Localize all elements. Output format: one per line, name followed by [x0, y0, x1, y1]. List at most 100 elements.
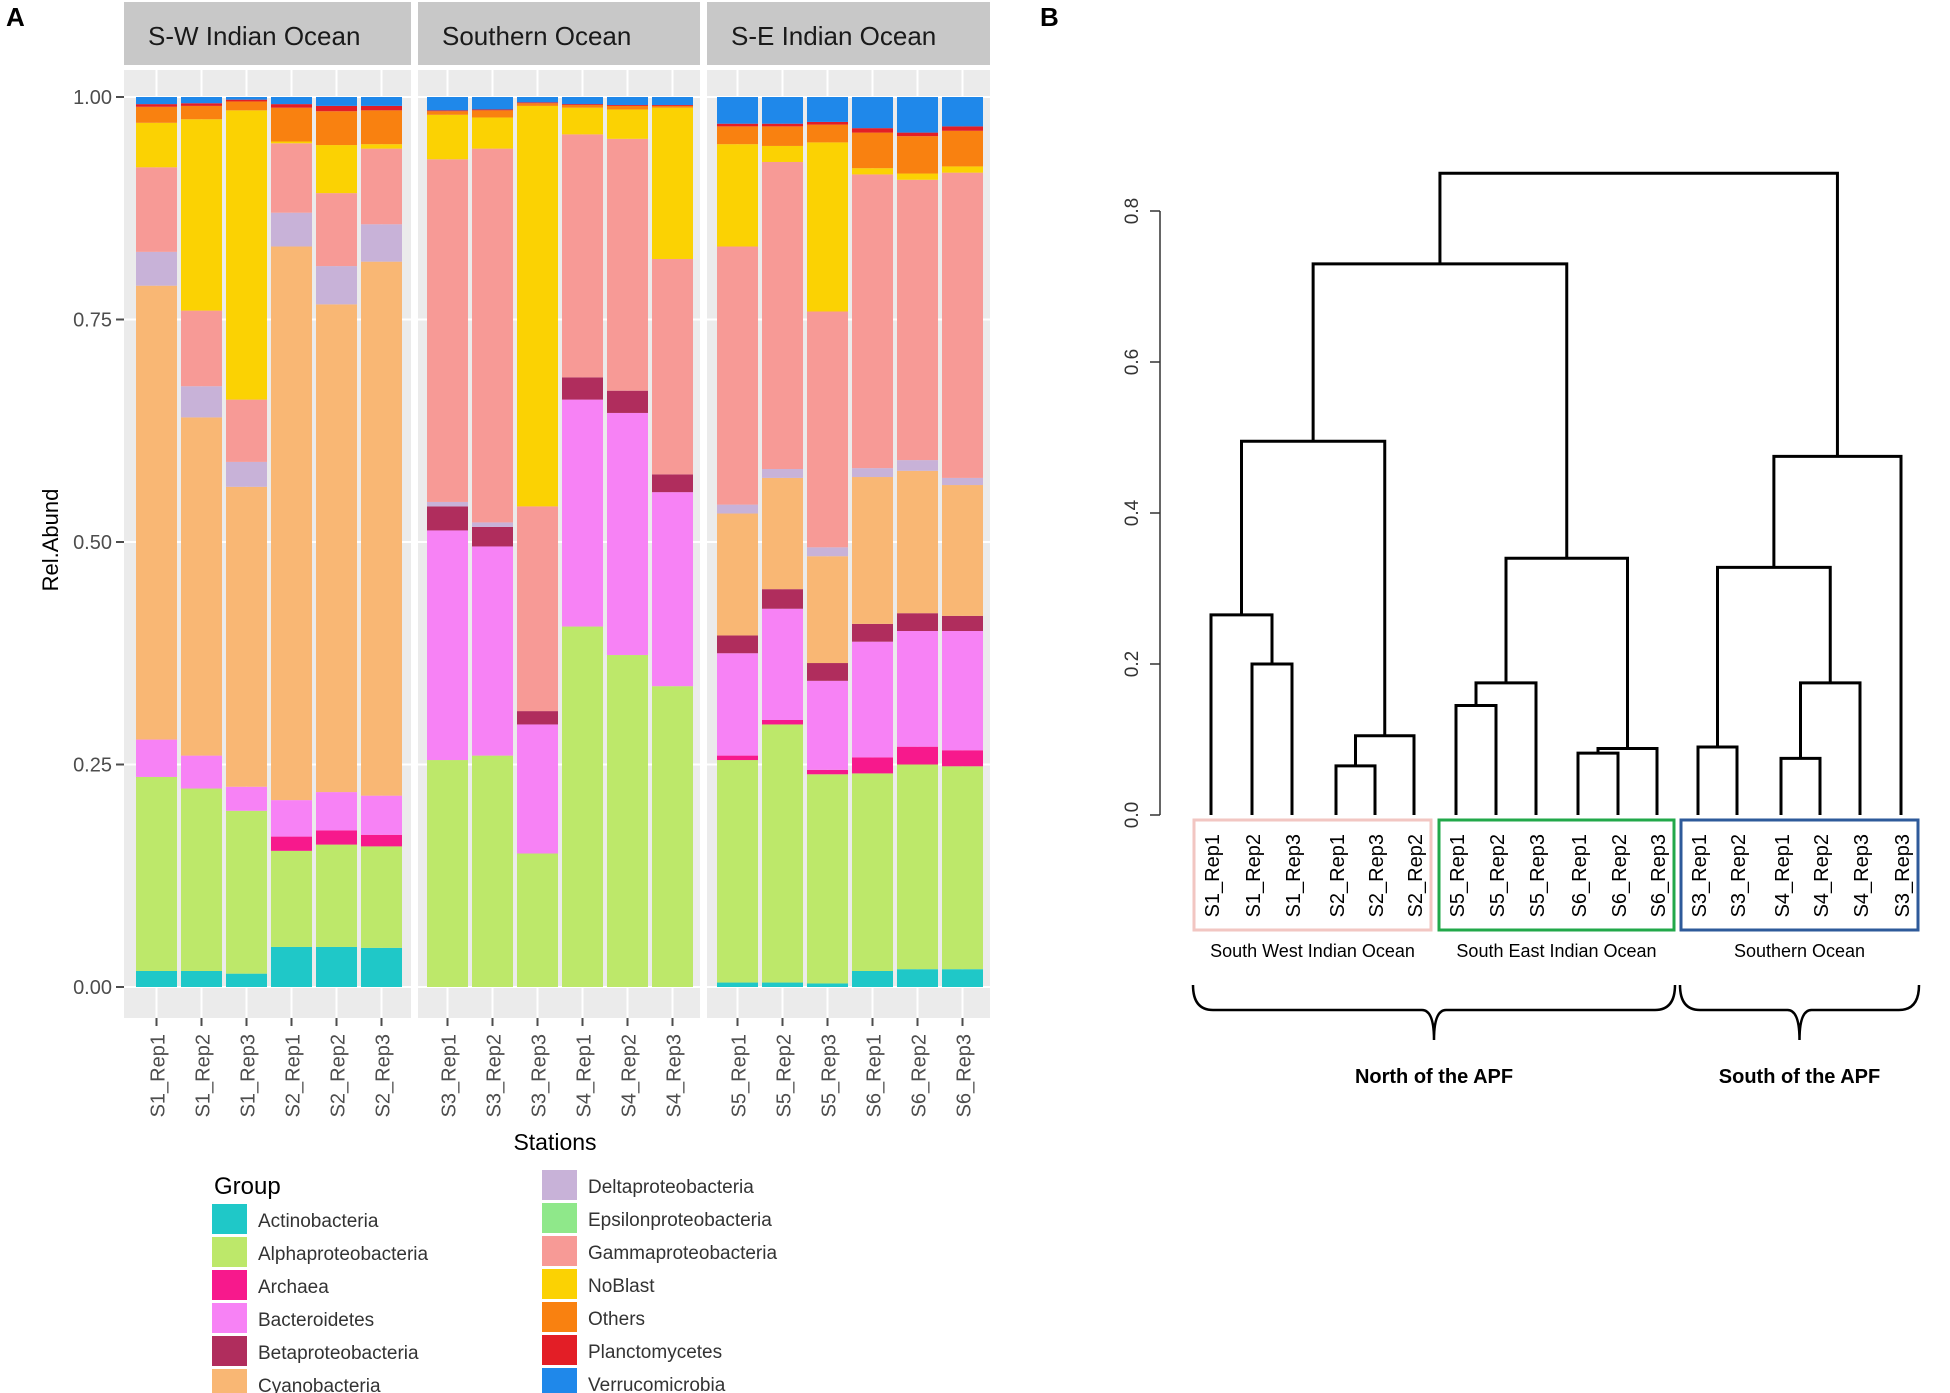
bar-segment-others — [472, 110, 513, 118]
bar-segment-gammaproteobacteria — [762, 161, 803, 470]
legend-key-gammaproteobacteria — [542, 1236, 577, 1266]
x-tick-label: S3_Rep3 — [529, 1034, 551, 1117]
bar-segment-deltaproteobacteria — [226, 461, 267, 487]
x-tick-label: S3_Rep2 — [484, 1034, 506, 1117]
bar-segment-bacteroidetes — [136, 739, 177, 777]
dendrogram-branches — [1209, 171, 1903, 815]
legend-label: Others — [588, 1309, 645, 1330]
bar-segment-verrucomicrobia — [517, 97, 558, 103]
bar-segment-bacteroidetes — [517, 724, 558, 854]
bar-segment-others — [607, 105, 648, 110]
x-tick-label: S6_Rep2 — [909, 1034, 931, 1117]
bar-segment-cyanobacteria — [271, 246, 312, 801]
dendrogram-leaf-label: S5_Rep1 — [1447, 834, 1469, 917]
dendrogram-y-tick-label: 0.4 — [1122, 499, 1143, 526]
bar-segment-bacteroidetes — [942, 631, 983, 751]
bar-segment-noblast — [562, 107, 603, 135]
legend-label: NoBlast — [588, 1276, 655, 1297]
bar-segment-betaproteobacteria — [652, 474, 693, 493]
bar-segment-gammaproteobacteria — [226, 399, 267, 462]
bar-segment-deltaproteobacteria — [942, 477, 983, 486]
bar-segment-deltaproteobacteria — [136, 251, 177, 286]
bar-segment-cyanobacteria — [717, 513, 758, 636]
bar-segment-noblast — [361, 144, 402, 149]
bar-segment-noblast — [762, 145, 803, 162]
y-tick-label: 0.25 — [73, 755, 112, 777]
dendrogram-leaf-label: S3_Rep2 — [1728, 834, 1750, 917]
bar-segment-others — [271, 107, 312, 142]
dendrogram-leaf-label: S6_Rep3 — [1648, 834, 1670, 917]
bar-segment-others — [427, 111, 468, 115]
bar-segment-deltaproteobacteria — [472, 522, 513, 527]
bar-segment-alphaproteobacteria — [181, 788, 222, 971]
bar-segment-others — [517, 103, 558, 106]
x-tick-label: S5_Rep2 — [774, 1034, 796, 1117]
bar-segment-actinobacteria — [181, 970, 222, 987]
bar-segment-others — [652, 105, 693, 108]
bar-segment-others — [897, 136, 938, 174]
bar-segment-cyanobacteria — [361, 261, 402, 796]
bar-segment-noblast — [271, 141, 312, 144]
x-tick-label: S5_Rep3 — [819, 1034, 841, 1117]
bar-segment-others — [807, 124, 848, 143]
bar-segment-bacteroidetes — [852, 641, 893, 758]
bar-segment-gammaproteobacteria — [472, 148, 513, 523]
bar-segment-bacteroidetes — [472, 546, 513, 756]
bar-segment-actinobacteria — [271, 946, 312, 987]
bar-segment-gammaproteobacteria — [427, 159, 468, 502]
bar-segment-gammaproteobacteria — [652, 258, 693, 475]
bar-segment-planctomycetes — [607, 105, 648, 106]
region-boxes: South West Indian Ocean South East Indian… — [1192, 818, 1920, 961]
bar-segment-alphaproteobacteria — [807, 774, 848, 984]
legend-label: Archaea — [258, 1277, 329, 1298]
bar-segment-planctomycetes — [136, 104, 177, 107]
region-bracket — [1191, 984, 1677, 1041]
bar-segment-noblast — [517, 105, 558, 507]
bar-segment-actinobacteria — [717, 982, 758, 987]
legend-label: Actinobacteria — [258, 1211, 379, 1232]
dendrogram-leaf-label: S6_Rep2 — [1609, 834, 1631, 917]
bar-segment-gammaproteobacteria — [136, 167, 177, 252]
dendrogram-branch — [1596, 747, 1659, 815]
region-bracket-label: North of the APF — [1355, 1066, 1513, 1088]
bar-segment-alphaproteobacteria — [897, 764, 938, 970]
y-tick-label: 0.00 — [73, 977, 112, 999]
bar-segment-gammaproteobacteria — [607, 138, 648, 391]
bar-segment-gammaproteobacteria — [517, 506, 558, 712]
bar-segment-cyanobacteria — [942, 485, 983, 616]
bar-segment-verrucomicrobia — [181, 97, 222, 104]
bar-segment-alphaproteobacteria — [361, 846, 402, 948]
bar-segment-gammaproteobacteria — [271, 143, 312, 213]
dendrogram-branch — [1454, 704, 1498, 815]
dendrogram-branch — [1209, 613, 1274, 815]
region-box-label: South West Indian Ocean — [1210, 941, 1415, 961]
bar-segment-bacteroidetes — [652, 492, 693, 687]
bar-segment-betaproteobacteria — [762, 589, 803, 609]
dendrogram-leaf-label: S3_Rep1 — [1689, 834, 1711, 917]
bar-segment-verrucomicrobia — [762, 97, 803, 124]
legend-label: Epsilonproteobacteria — [588, 1210, 772, 1231]
y-tick-label: 0.75 — [73, 310, 112, 332]
bar-segment-others — [762, 126, 803, 146]
bar-segment-cyanobacteria — [226, 486, 267, 787]
bar-segment-betaproteobacteria — [807, 663, 848, 681]
dendrogram-leaf-label: S2_Rep1 — [1327, 834, 1349, 917]
x-tick-label: S3_Rep1 — [439, 1034, 461, 1117]
bar-segment-betaproteobacteria — [897, 613, 938, 631]
dendrogram-leaf-label: S3_Rep3 — [1892, 834, 1914, 917]
x-tick-label: S1_Rep3 — [238, 1034, 260, 1117]
dendrogram-branch — [1474, 681, 1538, 815]
region-box-label: South East Indian Ocean — [1456, 941, 1656, 961]
dendrogram-leaf-label: S6_Rep1 — [1569, 834, 1591, 917]
bar-segment-planctomycetes — [472, 109, 513, 111]
bar-segment-gammaproteobacteria — [181, 310, 222, 387]
bar-segment-gammaproteobacteria — [852, 174, 893, 469]
dendrogram-branch — [1240, 439, 1387, 736]
bar-segment-gammaproteobacteria — [316, 193, 357, 267]
bar-segment-actinobacteria — [942, 969, 983, 987]
dendrogram-y-axis: 0.0 0.2 0.4 0.6 0.8 — [1122, 198, 1161, 828]
dendrogram-branch — [1438, 171, 1839, 457]
bar-segment-alphaproteobacteria — [472, 755, 513, 987]
bar-segment-archaea — [361, 834, 402, 847]
